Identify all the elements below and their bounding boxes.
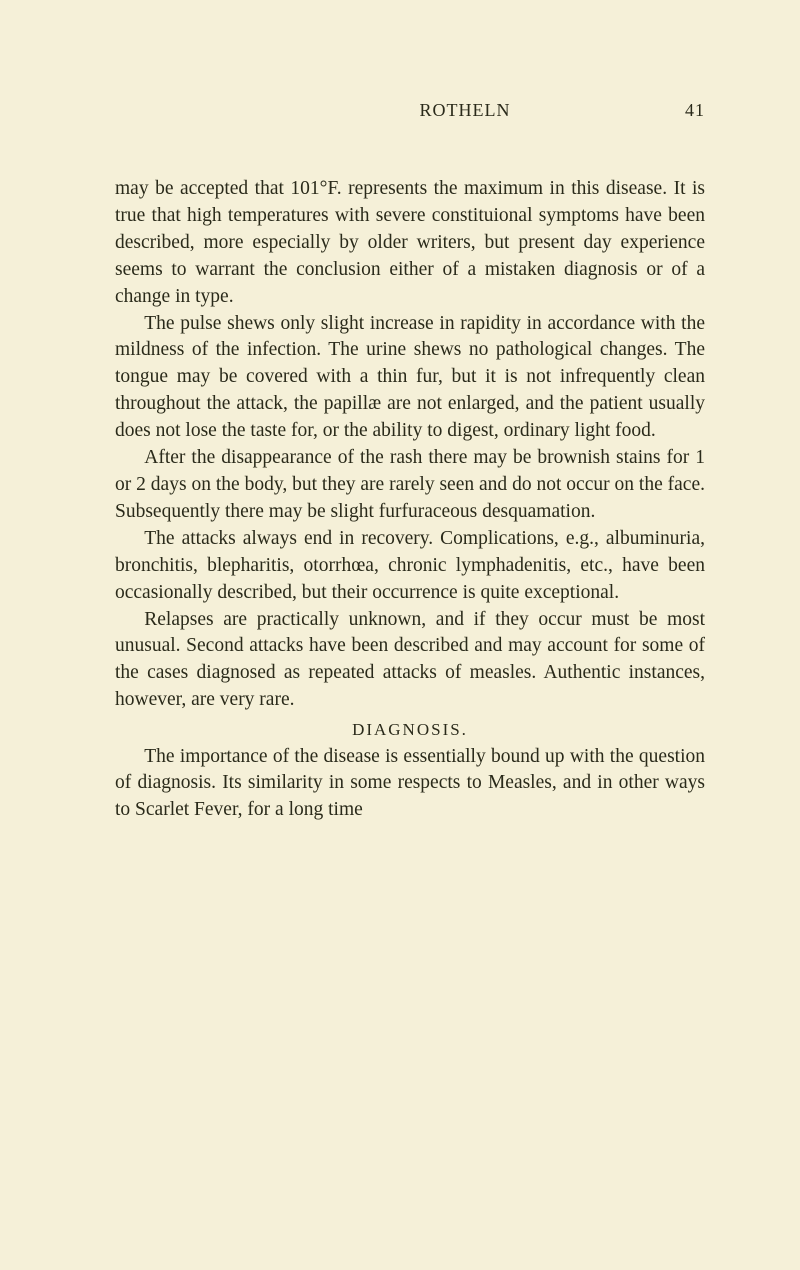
paragraph-2: The pulse shews only slight increase in … xyxy=(115,311,705,446)
section-heading: DIAGNOSIS. xyxy=(115,718,705,741)
page-container: ROTHELN 41 may be accepted that 101°F. r… xyxy=(0,0,800,884)
body-text: may be accepted that 101°F. represents t… xyxy=(115,176,705,824)
page-number: 41 xyxy=(685,100,705,121)
paragraph-4: The attacks always end in recovery. Comp… xyxy=(115,526,705,607)
page-header: ROTHELN 41 xyxy=(115,100,705,121)
paragraph-5: Relapses are practically unknown, and if… xyxy=(115,607,705,715)
paragraph-6: The importance of the disease is essenti… xyxy=(115,744,705,825)
paragraph-3: After the disappearance of the rash ther… xyxy=(115,445,705,526)
header-title: ROTHELN xyxy=(115,100,685,121)
paragraph-1: may be accepted that 101°F. represents t… xyxy=(115,176,705,311)
